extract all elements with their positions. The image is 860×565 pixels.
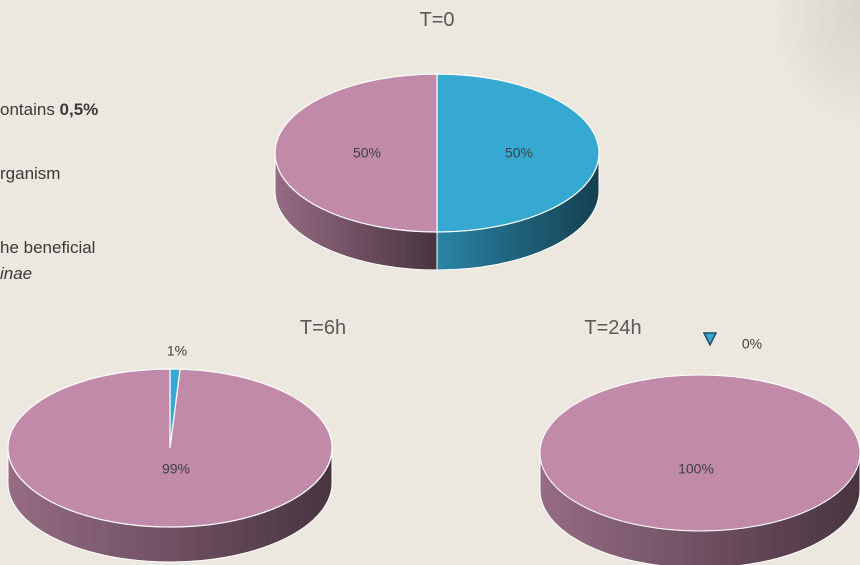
body-text-line-4: inae <box>0 264 33 283</box>
body-text-line-1-bold: 0,5% <box>59 100 99 119</box>
chart-title-1: T=6h <box>300 317 346 339</box>
pie-slice-2-1 <box>539 374 860 532</box>
chart-title-2: T=24h <box>584 317 641 339</box>
zero-slice-marker-2 <box>702 332 718 347</box>
pie-slice-1-1 <box>7 368 333 528</box>
data-label-0-0: 50% <box>505 145 533 161</box>
pie-slice-0-0 <box>436 73 600 233</box>
data-label-1-0: 1% <box>167 343 187 359</box>
data-label-2-0: 0% <box>742 336 762 352</box>
data-label-0-1: 50% <box>353 145 381 161</box>
pie-slice-0-1 <box>274 73 438 233</box>
body-text-line-3: he beneficial <box>0 238 96 257</box>
body-text-line-2: rganism <box>0 164 61 183</box>
body-text-line-1: ontains 0,5% <box>0 100 98 120</box>
body-text-line-1-prefix: ontains <box>0 100 60 119</box>
background-texture <box>770 0 860 130</box>
chart-title-0: T=0 <box>419 9 454 31</box>
data-label-2-1: 100% <box>678 461 714 477</box>
data-label-1-1: 99% <box>162 461 190 477</box>
